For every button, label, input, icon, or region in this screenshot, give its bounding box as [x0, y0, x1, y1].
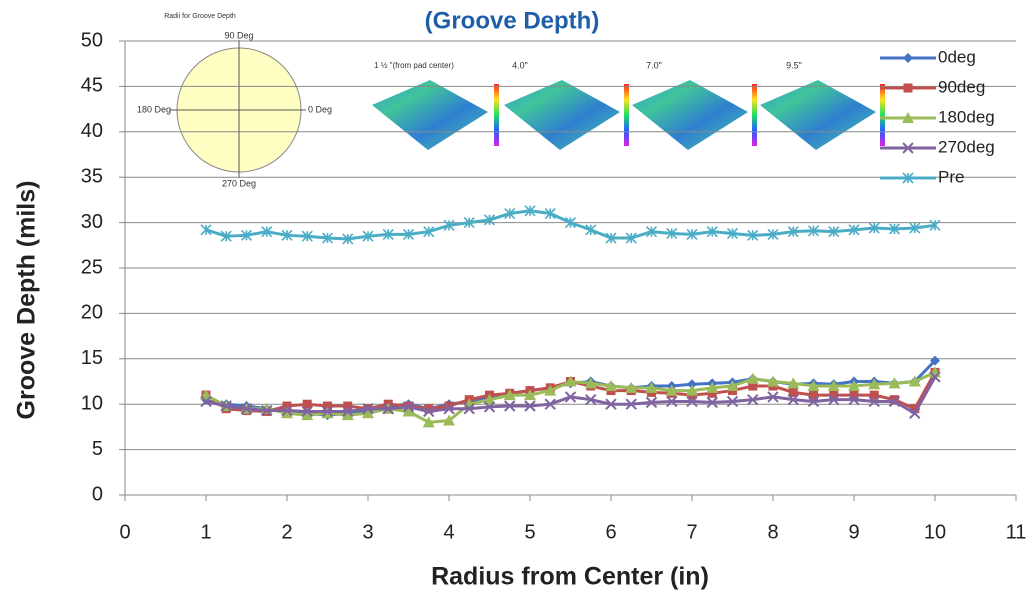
y-tick-label: 40: [81, 120, 103, 142]
y-axis-label: Groove Depth (mils): [13, 181, 41, 420]
y-tick-label: 50: [81, 29, 103, 51]
y-tick-label: 30: [81, 211, 103, 233]
x-tick-label: 6: [605, 521, 616, 543]
y-tick-label: 20: [81, 302, 103, 324]
legend-label: 270deg: [938, 137, 995, 156]
x-tick-label: 2: [281, 521, 292, 543]
x-tick-label: 7: [686, 521, 697, 543]
x-tick-label: 0: [119, 521, 130, 543]
legend-label: 90deg: [938, 77, 985, 96]
x-axis-label: Radius from Center (in): [431, 563, 709, 591]
x-tick-label: 11: [1006, 521, 1027, 543]
x-tick-label: 1: [200, 521, 211, 543]
inset-heatmaps: [372, 80, 885, 150]
annotation: 270 Deg: [222, 178, 256, 188]
marker: [904, 84, 913, 93]
y-tick-label: 35: [81, 165, 103, 187]
x-tick-label: 9: [848, 521, 859, 543]
legend-label: 0deg: [938, 47, 976, 66]
y-tick-label: 10: [81, 392, 103, 414]
y-tick-label: 0: [92, 483, 103, 505]
x-tick-label: 5: [524, 521, 535, 543]
y-tick-label: 15: [81, 347, 103, 369]
y-tick-label: 5: [92, 438, 103, 460]
annotation: 9.5": [786, 60, 802, 70]
annotation: Radii for Groove Depth: [164, 13, 236, 20]
marker: [903, 53, 913, 63]
annotation: 4.0": [512, 60, 528, 70]
x-tick-label: 4: [443, 521, 454, 543]
legend-label: Pre: [938, 167, 964, 186]
annotation: 90 Deg: [224, 30, 253, 40]
annotation: 7.0": [646, 60, 662, 70]
legend-label: 180deg: [938, 107, 995, 126]
annotation: 1 ½ "(from pad center): [374, 61, 454, 70]
annotation: 0 Deg: [308, 104, 332, 114]
y-tick-label: 45: [81, 75, 103, 97]
chart-title: (Groove Depth): [425, 7, 600, 34]
annotation: 180 Deg: [137, 104, 171, 114]
chart: (Groove Depth) Radius from Center (in) G…: [0, 0, 1032, 598]
x-tick-label: 8: [767, 521, 778, 543]
inset-diagram: [170, 40, 306, 178]
x-tick-label: 10: [924, 521, 946, 543]
x-tick-label: 3: [362, 521, 373, 543]
y-tick-label: 25: [81, 256, 103, 278]
